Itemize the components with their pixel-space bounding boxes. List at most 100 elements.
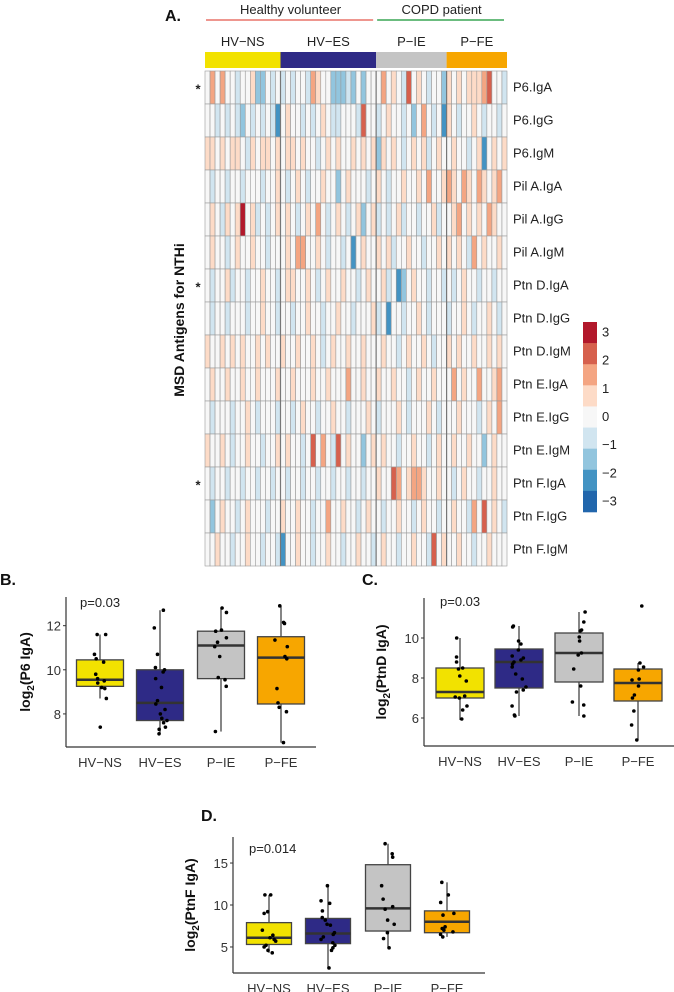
group-label: P−IE	[397, 34, 426, 49]
heatmap-cell	[441, 433, 447, 468]
heatmap-cell	[486, 532, 493, 567]
heatmap-ylabel: MSD Antigens for NTHi	[171, 243, 187, 396]
x-tick-label: HV−ES	[498, 754, 541, 769]
heatmap-cell	[204, 136, 211, 171]
heatmap-cell	[390, 169, 397, 204]
heatmap-cell	[355, 334, 362, 369]
heatmap-cell	[461, 268, 468, 303]
heatmap-cell	[436, 136, 442, 171]
heatmap-cell	[275, 367, 281, 402]
heatmap-cell	[436, 499, 442, 534]
heatmap-cell	[335, 202, 342, 237]
heatmap-cell	[305, 202, 311, 237]
heatmap-cell	[375, 400, 382, 435]
heatmap-cell	[285, 367, 291, 402]
heatmap-cell	[375, 532, 382, 567]
panel-label: D.	[201, 808, 217, 825]
data-point	[330, 940, 335, 945]
row-label: P6.IgG	[513, 113, 553, 128]
heatmap-cell	[486, 367, 493, 402]
heatmap-cell	[270, 301, 276, 336]
heatmap-cell	[244, 334, 251, 369]
heatmap-cell	[320, 235, 327, 270]
heatmap-cell	[325, 433, 332, 468]
data-point	[438, 900, 443, 905]
heatmap-cell	[320, 301, 327, 336]
heatmap-cell	[395, 136, 402, 171]
data-point	[327, 901, 332, 906]
heatmap-cell	[431, 136, 437, 171]
data-point	[454, 660, 459, 664]
heatmap-cell	[250, 103, 256, 138]
heatmap-cell	[260, 433, 266, 468]
data-point	[224, 636, 229, 640]
heatmap-cell	[224, 400, 231, 435]
heatmap-cell	[335, 433, 342, 468]
heatmap-cell	[436, 301, 442, 336]
heatmap-cell	[260, 466, 266, 501]
heatmap-cell	[330, 433, 337, 468]
data-point	[581, 703, 586, 707]
heatmap-cell	[385, 268, 392, 303]
heatmap-cell	[305, 103, 311, 138]
heatmap-cell	[239, 301, 246, 336]
heatmap-cell	[229, 367, 236, 402]
heatmap-cell	[461, 235, 468, 270]
boxplot-panel-c: C. 6 8 10 log2(PtnD IgA) p=0.03 HV−NS HV−ES P−IE…	[362, 572, 674, 769]
legend-tick-label: 0	[602, 409, 609, 424]
heatmap-cell	[431, 301, 437, 336]
heatmap-cell	[491, 499, 498, 534]
data-point	[223, 677, 227, 682]
heatmap-cell	[260, 70, 266, 105]
heatmap-cell	[209, 301, 216, 336]
heatmap-cell	[446, 367, 452, 402]
heatmap-cell	[229, 103, 236, 138]
heatmap-cell	[350, 433, 357, 468]
group-label: HV−ES	[307, 34, 350, 49]
heatmap-cell	[481, 169, 488, 204]
data-point	[442, 928, 446, 932]
heatmap-cell	[270, 367, 276, 402]
heatmap-cell	[380, 169, 387, 204]
heatmap-cell	[406, 301, 412, 336]
top-group-label: Healthy volunteer	[240, 2, 342, 17]
heatmap-cell	[406, 499, 412, 534]
heatmap-cell	[234, 400, 241, 435]
heatmap-cell	[229, 70, 236, 105]
heatmap-cell	[305, 70, 311, 105]
heatmap-cell	[315, 400, 322, 435]
heatmap-cell	[305, 400, 311, 435]
heatmap-cell	[481, 499, 488, 534]
heatmap-cell	[390, 136, 397, 171]
heatmap-cell	[224, 466, 231, 501]
heatmap-cell	[250, 466, 256, 501]
heatmap-cell	[441, 202, 447, 237]
heatmap-cell	[204, 103, 211, 138]
data-point	[284, 709, 289, 714]
heatmap-cell	[360, 202, 367, 237]
heatmap-cell	[451, 400, 457, 435]
heatmap-cell	[285, 70, 291, 105]
heatmap-cell	[239, 499, 246, 534]
heatmap-cell	[481, 70, 488, 105]
legend-swatch	[583, 448, 597, 471]
x-tick-label: P−FE	[265, 755, 298, 770]
heatmap-cell	[234, 268, 241, 303]
heatmap-cell	[280, 301, 286, 336]
heatmap-cell	[370, 532, 377, 567]
heatmap-cell	[305, 532, 311, 567]
heatmap-cell	[300, 202, 306, 237]
heatmap-cell	[290, 235, 296, 270]
heatmap-cell	[265, 70, 271, 105]
heatmap-cell	[370, 334, 377, 369]
data-point	[95, 676, 100, 681]
heatmap-cell	[380, 433, 387, 468]
heatmap-cell	[350, 169, 357, 204]
heatmap-cell	[300, 433, 306, 468]
heatmap-cell	[345, 169, 352, 204]
heatmap-cell	[421, 202, 427, 237]
data-point	[161, 720, 166, 725]
x-tick-label: P−FE	[431, 981, 464, 992]
data-point	[101, 660, 106, 664]
heatmap-cell	[471, 499, 478, 534]
